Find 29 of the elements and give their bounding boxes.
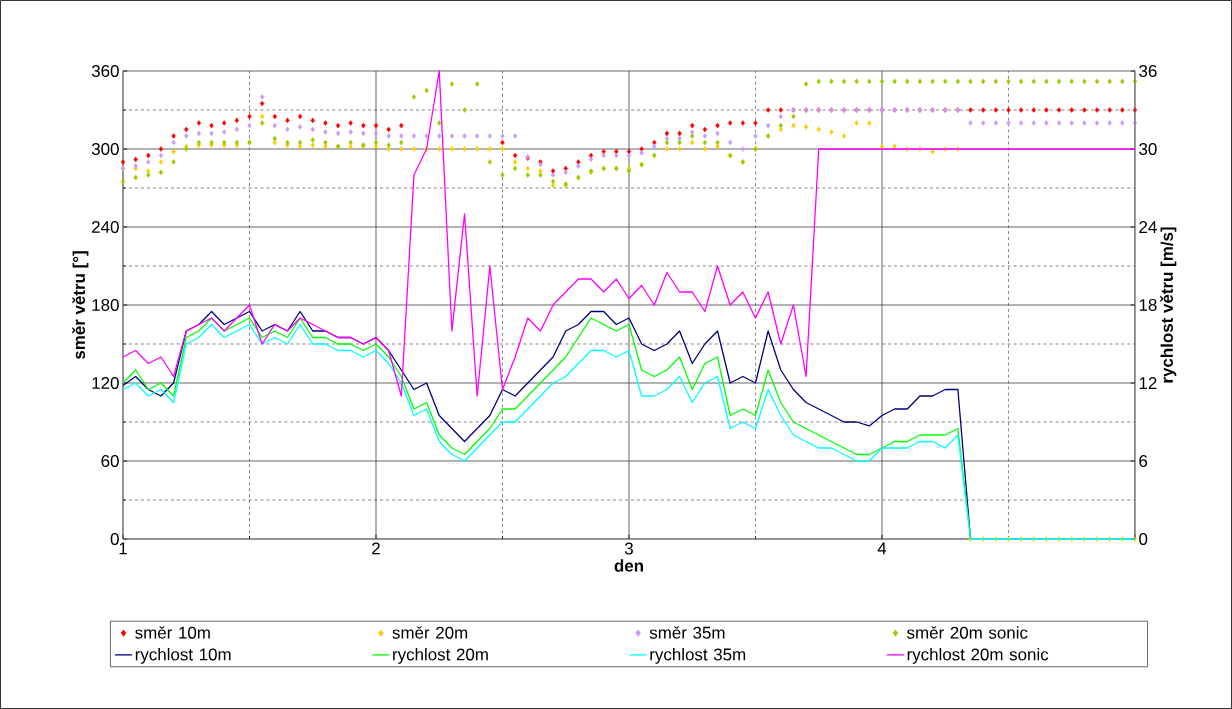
y-tick-label: 300	[91, 143, 119, 155]
x-axis-title: den	[614, 559, 643, 572]
y-tick-label: 60	[101, 455, 119, 467]
y2-axis-title: rychlost větru [m/s]	[1160, 227, 1177, 383]
y-tick-label: 240	[92, 221, 119, 233]
x-tick-label: 3	[624, 542, 633, 555]
y2-tick-label: 30	[1139, 143, 1157, 155]
y-tick-label: 180	[92, 299, 119, 311]
legend-label: rychlost 20m sonic	[907, 648, 1049, 664]
y-tick-label: 0	[110, 533, 119, 545]
y-tick-label: 120	[92, 377, 119, 389]
y-tick-label: 360	[91, 65, 119, 77]
x-tick-label: 1	[119, 542, 127, 555]
legend-label: rychlost 10m	[135, 648, 231, 664]
legend-label: směr 20m	[392, 626, 468, 639]
y2-tick-label: 6	[1139, 455, 1148, 467]
y2-tick-label: 0	[1139, 533, 1148, 545]
x-tick-label: 2	[372, 542, 380, 555]
legend-label: směr 10m	[135, 626, 210, 639]
y2-tick-label: 24	[1139, 221, 1157, 233]
legend-label: rychlost 35m	[650, 648, 746, 664]
x-tick-label: 4	[877, 542, 887, 555]
legend-label: směr 35m	[649, 626, 725, 639]
legend-label: rychlost 20m	[393, 648, 488, 664]
y2-tick-label: 36	[1139, 65, 1157, 77]
legend-label: směr 20m sonic	[907, 626, 1028, 639]
y2-tick-label: 12	[1139, 377, 1157, 389]
y-axis-title: směr větru [°]	[72, 251, 89, 360]
y2-tick-label: 18	[1139, 299, 1157, 311]
